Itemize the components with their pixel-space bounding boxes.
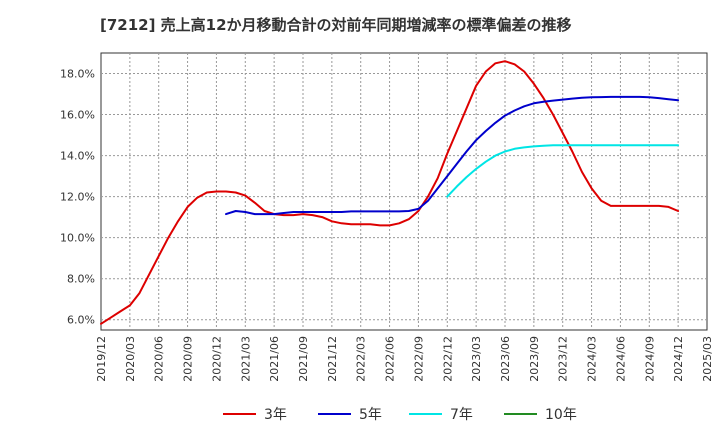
x-tick-label: 2024/06 <box>614 336 627 382</box>
legend-label: 7年 <box>450 407 473 423</box>
y-tick-label: 14.0% <box>60 150 95 163</box>
x-tick-label: 2024/12 <box>672 336 685 382</box>
x-tick-label: 2024/09 <box>643 336 656 382</box>
legend-label: 3年 <box>264 407 287 423</box>
x-tick-label: 2024/03 <box>586 336 599 382</box>
x-tick-label: 2023/12 <box>557 336 570 382</box>
x-tick-label: 2021/12 <box>326 336 339 382</box>
x-tick-label: 2021/09 <box>297 336 310 382</box>
legend-label: 10年 <box>545 407 577 423</box>
x-tick-label: 2021/06 <box>268 336 281 382</box>
y-tick-label: 8.0% <box>67 273 95 286</box>
y-tick-label: 16.0% <box>60 109 95 122</box>
legend: 3年 5年 7年 10年 <box>223 407 577 423</box>
series-line <box>100 60 680 325</box>
legend-label: 5年 <box>359 407 382 423</box>
y-tick-label: 18.0% <box>60 68 95 81</box>
x-tick-label: 2022/09 <box>412 336 425 382</box>
x-tick-label: 2020/09 <box>182 336 195 382</box>
x-tick-label: 2021/03 <box>239 336 252 382</box>
x-tick-label: 2020/12 <box>210 336 223 382</box>
y-tick-label: 10.0% <box>60 232 95 245</box>
x-tick-label: 2019/12 <box>95 336 108 382</box>
x-tick-label: 2023/03 <box>470 336 483 382</box>
series-layer <box>100 60 680 325</box>
x-tick-label: 2023/06 <box>499 336 512 382</box>
chart-title: [7212] 売上高12か月移動合計の対前年同期増減率の標準偏差の推移 <box>100 16 572 34</box>
axis-layer: 6.0% 8.0% 10.0% 12.0% 14.0% 16.0% 18.0% 2019/12… <box>60 68 714 382</box>
x-tick-label: 2022/12 <box>441 336 454 382</box>
x-tick-label: 2022/03 <box>355 336 368 382</box>
series-line <box>225 95 680 216</box>
series-line <box>446 144 680 198</box>
x-tick-label: 2020/03 <box>124 336 137 382</box>
y-tick-label: 6.0% <box>67 314 95 327</box>
x-tick-label: 2023/09 <box>528 336 541 382</box>
x-tick-label: 2020/06 <box>153 336 166 382</box>
y-tick-label: 12.0% <box>60 191 95 204</box>
plot-area <box>100 52 708 331</box>
grid-layer <box>100 52 708 331</box>
x-tick-label: 2025/03 <box>701 336 714 382</box>
x-tick-label: 2022/06 <box>384 336 397 382</box>
